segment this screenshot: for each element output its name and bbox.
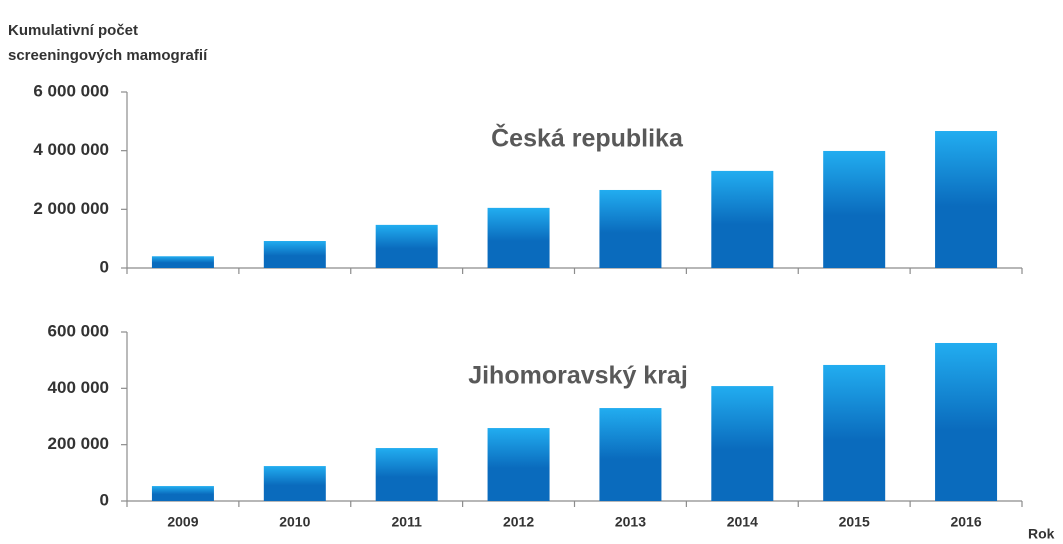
bar bbox=[711, 170, 774, 268]
x-tick-label: 2013 bbox=[615, 514, 646, 530]
bar bbox=[151, 486, 214, 501]
bar bbox=[935, 131, 998, 268]
y-tick-label: 600 000 bbox=[48, 321, 109, 340]
y-axis-label: Kumulativní počet bbox=[8, 22, 138, 39]
bar bbox=[823, 150, 886, 268]
bar bbox=[599, 189, 662, 268]
bar bbox=[375, 448, 438, 501]
bar bbox=[823, 364, 886, 501]
x-tick-label: 2011 bbox=[392, 514, 423, 530]
y-tick-label: 200 000 bbox=[48, 434, 109, 453]
bar bbox=[487, 207, 550, 268]
bar bbox=[599, 408, 662, 501]
y-axis-label: screeningových mamografií bbox=[8, 47, 208, 64]
x-tick-label: 2015 bbox=[839, 514, 870, 530]
bar bbox=[263, 241, 326, 268]
y-tick-label: 6 000 000 bbox=[33, 81, 109, 100]
y-tick-label: 400 000 bbox=[48, 378, 109, 397]
y-tick-label: 2 000 000 bbox=[33, 199, 109, 218]
y-tick-label: 0 bbox=[100, 490, 109, 509]
bar bbox=[711, 386, 774, 501]
x-tick-label: 2016 bbox=[950, 514, 981, 530]
x-axis-label: Rok bbox=[1028, 526, 1055, 542]
x-tick-label: 2010 bbox=[279, 514, 310, 530]
annotation: Jihomoravský kraj bbox=[468, 362, 688, 390]
bar bbox=[375, 224, 438, 268]
x-tick-label: 2014 bbox=[727, 514, 758, 530]
annotation: Česká republika bbox=[491, 123, 684, 153]
x-tick-label: 2012 bbox=[503, 514, 534, 530]
bar bbox=[487, 428, 550, 501]
bar bbox=[263, 466, 326, 501]
x-tick-label: 2009 bbox=[167, 514, 198, 530]
y-tick-label: 4 000 000 bbox=[33, 140, 109, 159]
y-tick-label: 0 bbox=[100, 257, 109, 276]
bar bbox=[935, 342, 998, 501]
bar bbox=[151, 256, 214, 268]
